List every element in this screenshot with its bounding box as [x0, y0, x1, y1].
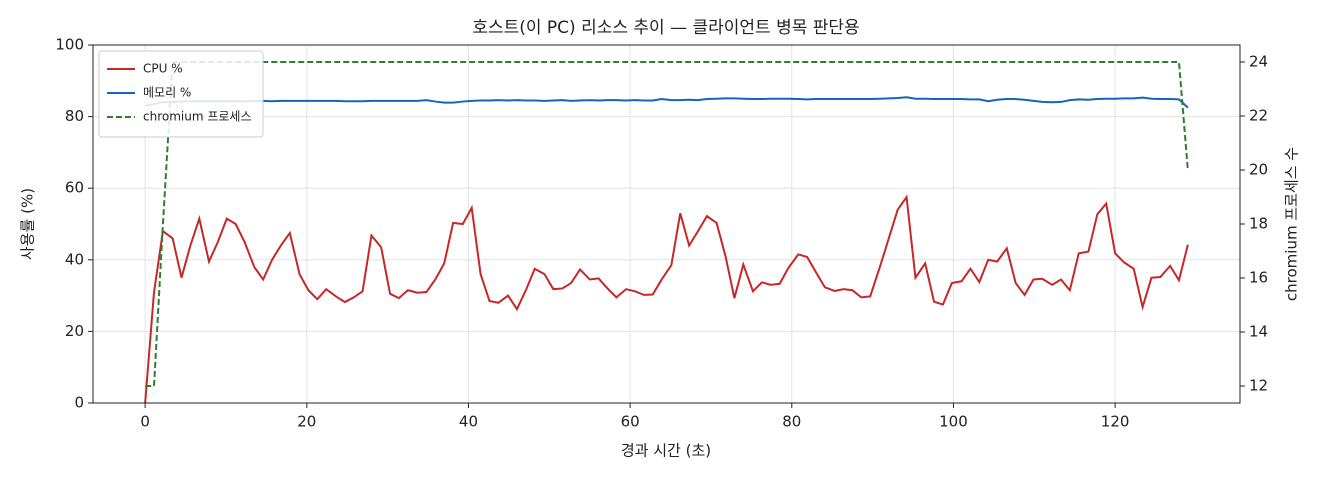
- x-axis-label: 경과 시간 (초): [621, 442, 711, 460]
- y-tick-label: 100: [55, 36, 84, 54]
- y-tick-label: 20: [65, 322, 84, 340]
- chart-title: 호스트(이 PC) 리소스 추이 — 클라이언트 병목 판단용: [472, 18, 859, 38]
- y-tick-label: 0: [74, 394, 84, 412]
- y-tick-label: 40: [65, 250, 84, 268]
- x-tick-label: 20: [297, 413, 316, 431]
- x-tick-label: 40: [459, 413, 478, 431]
- series-line: [144, 194, 1189, 404]
- y2-axis-label: chromium 프로세스 수: [1283, 147, 1301, 301]
- plot-frame: [92, 44, 1241, 404]
- legend: CPU % 메모리 % chromium 프로세스: [98, 50, 264, 138]
- legend-label: chromium 프로세스: [143, 110, 252, 124]
- y2-tick-label: 12: [1249, 376, 1268, 394]
- x-tick-label: 120: [1101, 413, 1130, 431]
- series-line: [145, 61, 1189, 387]
- legend-label: 메모리 %: [143, 86, 191, 100]
- legend-box: [98, 50, 264, 138]
- y2-tick-label: 20: [1249, 161, 1268, 179]
- y2-tick-label: 16: [1249, 268, 1268, 286]
- y2-tick-label: 14: [1249, 322, 1268, 340]
- y-tick-label: 80: [65, 107, 84, 125]
- x-tick-label: 0: [140, 413, 150, 431]
- x-tick-label: 60: [621, 413, 640, 431]
- x-tick-label: 80: [782, 413, 801, 431]
- y2-tick-label: 22: [1249, 107, 1268, 125]
- y-tick-label: 60: [65, 179, 84, 197]
- x-tick-label: 100: [939, 413, 968, 431]
- y2-tick-label: 18: [1249, 215, 1268, 233]
- series-line: [144, 96, 1189, 109]
- y-axis-label: 사용률 (%): [19, 188, 37, 260]
- legend-label: CPU %: [143, 62, 183, 76]
- y2-tick-label: 24: [1249, 53, 1268, 71]
